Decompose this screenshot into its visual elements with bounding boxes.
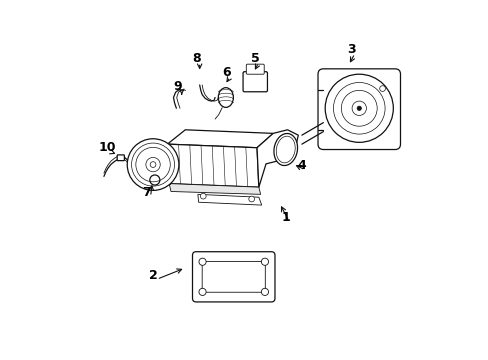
Text: 2: 2 xyxy=(148,269,157,282)
Circle shape xyxy=(149,175,160,185)
Circle shape xyxy=(356,106,361,111)
Circle shape xyxy=(199,288,206,296)
Text: 5: 5 xyxy=(250,51,259,64)
Circle shape xyxy=(379,86,385,91)
Polygon shape xyxy=(169,184,260,194)
Polygon shape xyxy=(257,130,298,187)
FancyBboxPatch shape xyxy=(202,261,265,292)
Text: 7: 7 xyxy=(142,186,151,199)
Text: 1: 1 xyxy=(281,211,289,224)
Polygon shape xyxy=(167,144,258,187)
FancyBboxPatch shape xyxy=(317,69,400,149)
Text: 3: 3 xyxy=(346,42,355,55)
Ellipse shape xyxy=(218,87,233,107)
Ellipse shape xyxy=(273,134,297,166)
Circle shape xyxy=(261,258,268,265)
Circle shape xyxy=(127,139,179,190)
Polygon shape xyxy=(167,130,273,148)
Text: 8: 8 xyxy=(191,51,200,64)
Text: 10: 10 xyxy=(99,141,116,154)
Text: 4: 4 xyxy=(297,159,305,172)
Ellipse shape xyxy=(163,143,172,184)
FancyBboxPatch shape xyxy=(117,155,124,161)
Circle shape xyxy=(200,193,206,199)
Polygon shape xyxy=(198,194,261,205)
FancyBboxPatch shape xyxy=(192,252,274,302)
Circle shape xyxy=(199,258,206,265)
FancyBboxPatch shape xyxy=(243,72,267,92)
Circle shape xyxy=(261,288,268,296)
Circle shape xyxy=(325,74,392,142)
Text: 9: 9 xyxy=(174,80,182,93)
FancyBboxPatch shape xyxy=(246,64,264,74)
Circle shape xyxy=(248,196,254,202)
Text: 6: 6 xyxy=(222,66,230,79)
